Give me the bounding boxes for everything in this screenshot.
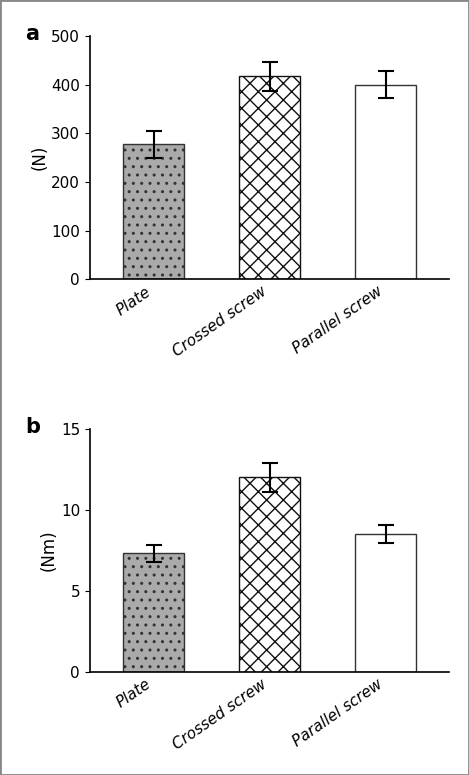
- Bar: [239, 477, 300, 672]
- Text: a: a: [25, 24, 39, 44]
- Bar: [239, 76, 300, 279]
- Bar: [356, 534, 416, 672]
- Bar: [123, 553, 184, 672]
- Text: b: b: [25, 417, 40, 436]
- Y-axis label: (Nm): (Nm): [40, 529, 58, 571]
- Bar: [356, 85, 416, 279]
- Bar: [123, 144, 184, 279]
- Y-axis label: (N): (N): [30, 145, 48, 170]
